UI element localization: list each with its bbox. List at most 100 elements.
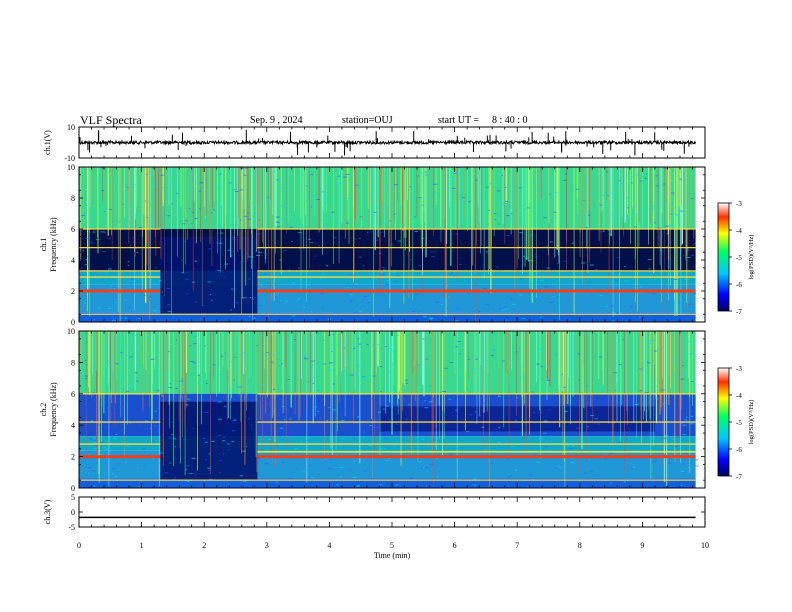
spectrogram-speckle bbox=[324, 432, 328, 434]
spectrogram-speckle bbox=[327, 182, 331, 184]
spectrogram-speckle bbox=[257, 233, 262, 235]
spectrogram-speckle bbox=[646, 434, 650, 436]
spectrogram-speckle bbox=[424, 407, 429, 409]
spectrogram-speckle bbox=[114, 302, 118, 304]
spectrogram-speckle bbox=[447, 183, 451, 185]
spectrogram-speckle bbox=[251, 338, 256, 340]
spectrogram-speckle bbox=[389, 220, 392, 222]
spectrogram-speckle bbox=[595, 478, 598, 480]
spectrogram-speckle bbox=[446, 307, 448, 309]
y-axis-label: ch.1(V) bbox=[43, 130, 52, 155]
spectrogram-speckle bbox=[466, 430, 470, 432]
spectrogram-speckle bbox=[411, 269, 415, 271]
spectrogram-speckle bbox=[284, 300, 288, 302]
spectrogram-speckle bbox=[224, 331, 227, 333]
spectrogram-speckle bbox=[320, 386, 323, 388]
spectrogram-speckle bbox=[218, 270, 220, 272]
spectrogram-speckle bbox=[497, 395, 502, 397]
spectrogram-speckle bbox=[645, 211, 649, 213]
spectrogram-speckle bbox=[523, 378, 527, 380]
spectrogram-speckle bbox=[189, 473, 193, 475]
spectrogram-speckle bbox=[339, 466, 344, 468]
spectrogram-speckle bbox=[106, 461, 109, 463]
spectrogram-speckle bbox=[489, 334, 493, 336]
spectrogram-speckle bbox=[100, 441, 104, 443]
spectrogram-speckle bbox=[291, 282, 296, 284]
spectrogram-speckle bbox=[336, 344, 341, 346]
spectrogram-speckle bbox=[275, 296, 278, 298]
spectrogram-speckle bbox=[424, 400, 426, 402]
spectrogram-speckle bbox=[322, 190, 324, 192]
spectrogram-speckle bbox=[142, 347, 146, 349]
spectrogram-speckle bbox=[686, 340, 691, 342]
spectrogram-speckle bbox=[596, 314, 601, 316]
spectrogram-speckle bbox=[594, 269, 598, 271]
spectrogram-speckle bbox=[522, 255, 526, 257]
x-tick-label: 5 bbox=[390, 541, 394, 550]
spectrogram-speckle bbox=[477, 415, 481, 417]
spectrogram-speckle bbox=[429, 386, 431, 388]
spectrogram-speckle bbox=[590, 415, 595, 417]
spectrogram-speckle bbox=[215, 242, 219, 244]
spectrogram-speckle bbox=[651, 483, 653, 485]
spectrogram-speckle bbox=[316, 198, 320, 200]
spectrogram-speckle bbox=[309, 391, 312, 393]
spectrogram-speckle bbox=[557, 273, 561, 275]
spectrogram-speckle bbox=[101, 167, 105, 169]
spectrogram-speckle bbox=[119, 463, 122, 465]
spectrogram-speckle bbox=[484, 288, 486, 290]
x-tick-label: 2 bbox=[202, 541, 206, 550]
spectrogram-speckle bbox=[498, 441, 501, 443]
spectrogram-speckle bbox=[267, 403, 271, 405]
spectrogram-speckle bbox=[540, 483, 544, 485]
spectrogram-speckle bbox=[659, 249, 662, 251]
spectrogram-speckle bbox=[473, 272, 477, 274]
spectrogram-speckle bbox=[682, 434, 686, 436]
spectrogram-speckle bbox=[420, 438, 425, 440]
spectrogram-speckle bbox=[265, 248, 268, 250]
spectrogram-speckle bbox=[529, 474, 533, 476]
spectrogram-speckle bbox=[644, 392, 649, 394]
spectrogram-speckle bbox=[263, 273, 268, 275]
spectrogram-speckle bbox=[92, 196, 95, 198]
colorbar-tick-label: -4 bbox=[736, 227, 742, 235]
spectrogram-speckle bbox=[561, 373, 563, 375]
spectrogram-speckle bbox=[112, 437, 117, 439]
spectrogram-speckle bbox=[671, 260, 673, 262]
spectrogram-speckle bbox=[490, 433, 493, 435]
spectrogram-speckle bbox=[93, 319, 96, 321]
spectrogram-speckle bbox=[554, 192, 559, 194]
spectrogram-speckle bbox=[328, 407, 332, 409]
spectrogram-speckle bbox=[122, 282, 124, 284]
spectrogram-speckle bbox=[317, 362, 319, 364]
x-tick-label: 8 bbox=[578, 541, 582, 550]
spectrogram-speckle bbox=[242, 480, 247, 482]
spectrogram-speckle bbox=[210, 212, 213, 214]
spectrogram-speckle bbox=[350, 300, 353, 302]
spectrogram-speckle bbox=[322, 273, 325, 275]
spectrogram-speckle bbox=[430, 464, 434, 466]
spectrogram-speckle bbox=[161, 291, 163, 293]
spectrogram-speckle bbox=[92, 231, 96, 233]
spectrogram-speckle bbox=[164, 358, 168, 360]
spectrogram-speckle bbox=[281, 391, 284, 393]
spectrogram-speckle bbox=[196, 382, 199, 384]
spectrogram-speckle bbox=[222, 440, 225, 442]
spectrogram-speckle bbox=[588, 459, 590, 461]
spectrogram-speckle bbox=[414, 231, 418, 233]
spectrogram-speckle bbox=[250, 297, 252, 299]
spectrogram-speckle bbox=[294, 448, 299, 450]
spectrogram-speckle bbox=[133, 241, 135, 243]
spectrogram-speckle bbox=[653, 207, 657, 209]
spectrogram-speckle bbox=[385, 460, 390, 462]
spectrogram-speckle bbox=[346, 197, 351, 199]
spectrogram-speckle bbox=[344, 409, 347, 411]
spectrogram-speckle bbox=[504, 308, 509, 310]
spectrogram-speckle bbox=[195, 301, 197, 303]
spectrogram-speckle bbox=[229, 350, 231, 352]
colorbar-2 bbox=[717, 367, 730, 477]
spectrogram-speckle bbox=[288, 379, 290, 381]
spectrogram-speckle bbox=[89, 223, 92, 225]
spectrogram-speckle bbox=[418, 460, 422, 462]
spectrogram-speckle bbox=[631, 468, 633, 470]
